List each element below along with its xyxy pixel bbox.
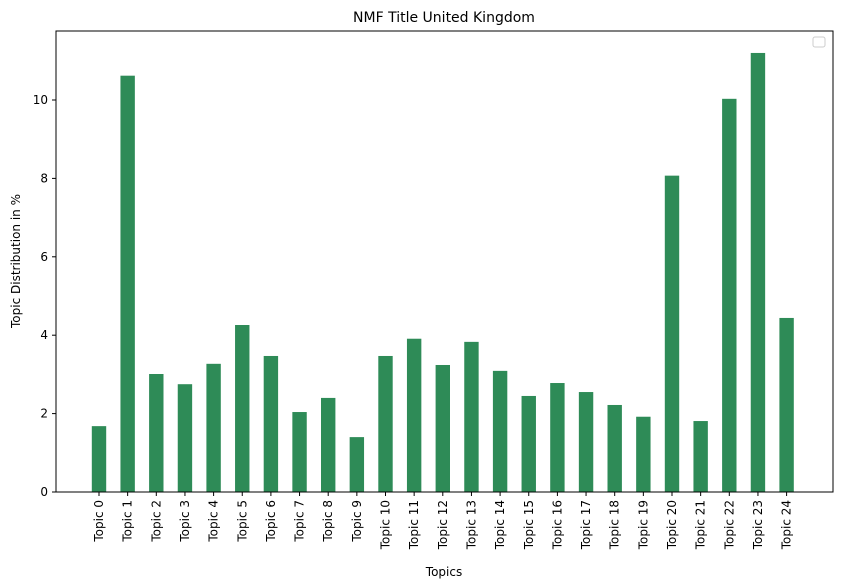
bar-topic-20 [664,175,680,492]
bar-topic-13 [464,341,479,492]
x-tick-label: Topic 6 [264,500,278,543]
bar-topic-14 [492,370,508,492]
x-tick-label: Topic 20 [665,500,679,550]
x-tick-label: Topic 0 [92,500,106,543]
y-tick-label: 4 [40,328,48,342]
x-tick-label: Topic 13 [464,500,478,550]
y-axis-label: Topic Distribution in % [9,194,23,329]
y-tick-label: 2 [40,407,48,421]
bar-topic-1 [120,75,135,492]
x-tick-label: Topic 22 [722,500,736,550]
bar-topic-3 [177,384,193,492]
bar-topic-23 [750,52,766,492]
x-tick-label: Topic 17 [579,500,593,550]
x-tick-label: Topic 10 [379,500,393,550]
x-tick-label: Topic 16 [550,500,564,550]
bar-topic-8 [321,397,336,492]
x-tick-label: Topic 23 [751,500,765,550]
y-tick-label: 0 [40,485,48,499]
bar-topic-0 [91,426,107,492]
bar-topic-22 [722,98,737,493]
x-tick-label: Topic 11 [407,500,421,550]
bar-topic-17 [578,392,594,492]
x-axis-label: Topics [425,565,462,579]
bar-topic-16 [550,383,565,492]
bar-topic-19 [636,416,651,492]
bars-group [91,52,794,493]
x-tick-label: Topic 24 [780,500,794,550]
bar-topic-24 [779,317,794,492]
y-tick-label: 8 [40,171,48,185]
bar-topic-11 [406,338,422,492]
bar-topic-10 [378,355,393,492]
bar-topic-9 [349,437,365,492]
bar-topic-12 [435,364,450,492]
chart-title: NMF Title United Kingdom [353,10,535,26]
bar-topic-4 [206,363,221,492]
x-axis-ticks: Topic 0 Topic 1 Topic 2 Topic 3 Topic 4 Topic… [92,492,794,550]
plot-frame [55,30,834,493]
bar-topic-6 [263,355,279,492]
bar-topic-7 [292,412,307,492]
bar-topic-21 [693,421,708,492]
legend-box [812,36,826,48]
y-tick-label: 10 [33,93,48,107]
x-tick-label: Topic 1 [121,500,135,543]
bar-topic-18 [607,404,622,492]
x-tick-label: Topic 19 [636,500,650,550]
y-axis-ticks: 0 2 4 6 8 10 [33,93,56,499]
y-tick-label: 6 [40,250,48,264]
x-tick-label: Topic 4 [207,500,221,543]
x-tick-label: Topic 14 [493,500,507,550]
x-tick-label: Topic 2 [149,500,163,543]
bar-topic-2 [149,374,164,492]
bar-topic-15 [521,395,536,492]
x-tick-label: Topic 3 [178,500,192,543]
bar-topic-5 [235,325,250,492]
x-tick-label: Topic 5 [235,500,249,543]
x-tick-label: Topic 21 [694,500,708,550]
x-tick-label: Topic 15 [522,500,536,550]
x-tick-label: Topic 8 [321,500,335,543]
x-tick-label: Topic 18 [608,500,622,550]
x-tick-label: Topic 9 [350,500,364,543]
x-tick-label: Topic 7 [293,500,307,543]
x-tick-label: Topic 12 [436,500,450,550]
